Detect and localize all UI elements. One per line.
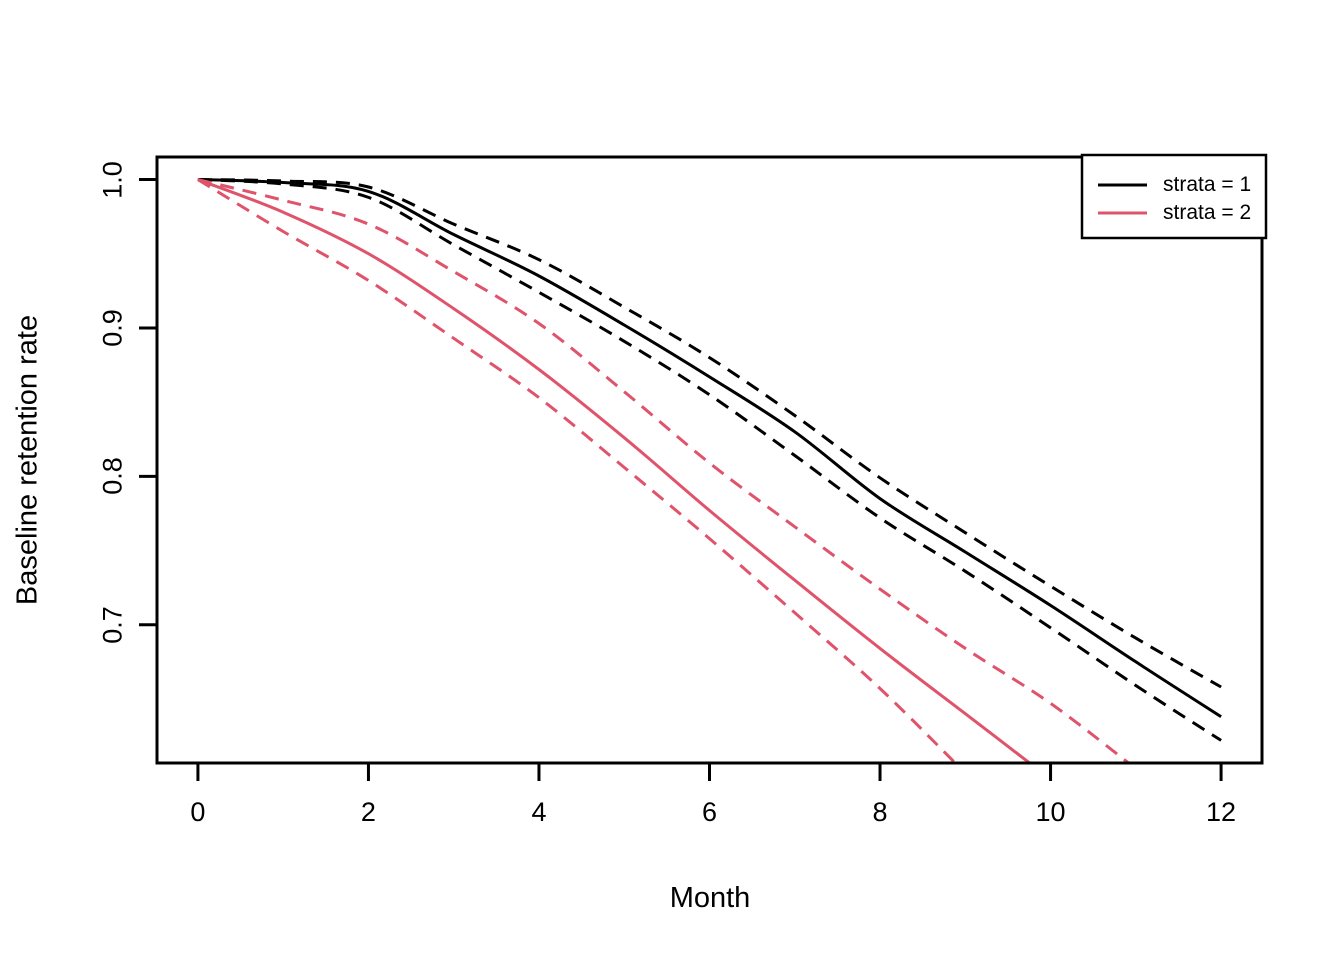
curve-strata-1-upper-95-ci	[197, 178, 1222, 689]
curve-strata-2-upper-95-ci	[197, 178, 1132, 763]
legend-label-strata-2: strata = 2	[1163, 201, 1252, 224]
x-tick-label-6: 6	[701, 797, 718, 827]
x-tick-label-4: 4	[531, 797, 547, 827]
x-tick-label-10: 10	[1035, 797, 1066, 827]
legend-box	[1080, 153, 1268, 240]
curve-strata-1-estimate	[197, 178, 1222, 718]
y-tick-label-0.8: 0.8	[97, 457, 128, 496]
legend-frame	[1080, 153, 1268, 240]
x-tick-label-8: 8	[872, 797, 888, 827]
survival-curves	[197, 178, 1222, 763]
y-tick-label-0.7: 0.7	[97, 605, 128, 644]
curve-strata-2-lower-95-ci	[197, 178, 958, 763]
axes	[139, 155, 1264, 781]
y-axis-title: Baseline retention rate	[11, 314, 44, 606]
curve-strata-2-estimate	[197, 178, 1033, 763]
y-tick-label-0.9: 0.9	[97, 309, 128, 347]
x-tick-label-12: 12	[1206, 797, 1237, 827]
legend-label-strata-1: strata = 1	[1163, 173, 1252, 196]
plot-border	[155, 155, 1264, 765]
curve-strata-1-lower-95-ci	[197, 178, 1222, 742]
y-tick-label-1.0: 1.0	[97, 160, 128, 199]
x-tick-label-0: 0	[190, 797, 206, 827]
x-axis-title: Month	[669, 882, 751, 914]
x-tick-label-2: 2	[360, 797, 376, 827]
